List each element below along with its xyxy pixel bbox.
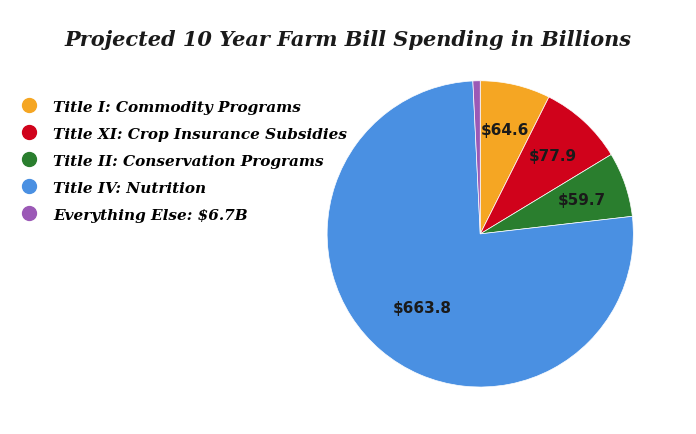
Text: $77.9: $77.9 bbox=[529, 148, 577, 163]
Wedge shape bbox=[480, 155, 633, 234]
Legend: Title I: Commodity Programs, Title XI: Crop Insurance Subsidies, Title II: Conse: Title I: Commodity Programs, Title XI: C… bbox=[8, 95, 354, 228]
Text: $64.6: $64.6 bbox=[481, 123, 529, 138]
Wedge shape bbox=[480, 82, 549, 234]
Wedge shape bbox=[327, 82, 633, 387]
Text: Projected 10 Year Farm Bill Spending in Billions: Projected 10 Year Farm Bill Spending in … bbox=[65, 30, 631, 50]
Text: $59.7: $59.7 bbox=[557, 192, 606, 207]
Wedge shape bbox=[480, 98, 611, 234]
Wedge shape bbox=[473, 82, 480, 234]
Text: $663.8: $663.8 bbox=[393, 300, 452, 315]
